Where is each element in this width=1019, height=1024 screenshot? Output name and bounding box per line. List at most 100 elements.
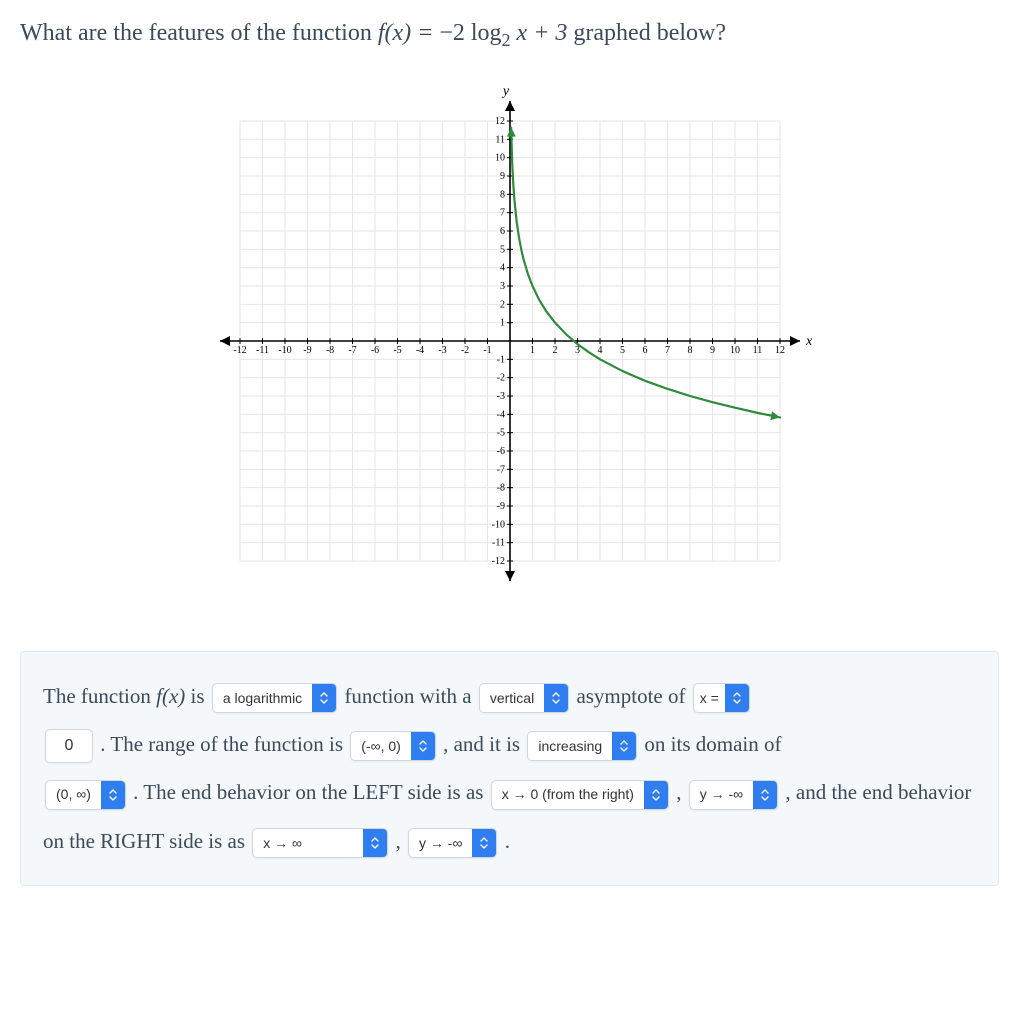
asymptote-value-input[interactable]: 0 (45, 729, 93, 763)
dropdown-label: x → ∞ (253, 829, 363, 857)
svg-text:-10: -10 (278, 345, 291, 356)
function-lhs: f(x) = (378, 20, 440, 46)
dropdown-asymptote-type[interactable]: vertical (479, 683, 569, 713)
svg-text:-2: -2 (460, 345, 468, 356)
svg-text:9: 9 (500, 171, 505, 182)
svg-text:-8: -8 (496, 482, 504, 493)
chevron-updown-icon (312, 684, 336, 712)
svg-text:6: 6 (500, 226, 505, 237)
answer-panel: The function f(x) is a logarithmic funct… (20, 651, 999, 886)
question-suffix: graphed below? (573, 20, 726, 46)
chevron-updown-icon (544, 684, 568, 712)
chevron-updown-icon (411, 732, 435, 760)
function-rhs-a: −2 log (439, 20, 501, 46)
svg-text:4: 4 (500, 262, 505, 273)
svg-text:x: x (805, 334, 813, 349)
svg-text:-1: -1 (496, 354, 504, 365)
text: function with a (344, 684, 476, 708)
chevron-updown-icon (644, 781, 668, 809)
svg-text:-6: -6 (496, 446, 504, 457)
svg-text:6: 6 (642, 345, 647, 356)
dropdown-monotonic[interactable]: increasing (527, 731, 637, 761)
text: asymptote of (576, 684, 690, 708)
text: is (191, 684, 210, 708)
svg-text:-6: -6 (370, 345, 378, 356)
dropdown-left-y[interactable]: y → -∞ (689, 780, 778, 810)
question-prefix: What are the features of the function (20, 20, 378, 46)
svg-text:1: 1 (530, 345, 535, 356)
chevron-updown-icon (472, 829, 496, 857)
svg-text:-4: -4 (415, 345, 423, 356)
text: , and it is (443, 732, 525, 756)
svg-text:4: 4 (597, 345, 602, 356)
svg-text:y: y (500, 84, 509, 99)
svg-text:12: 12 (775, 345, 785, 356)
dropdown-label: x → 0 (from the right) (492, 781, 644, 809)
text: . The range of the function is (100, 732, 348, 756)
dropdown-label: (-∞, 0) (351, 732, 411, 760)
svg-text:7: 7 (500, 207, 505, 218)
svg-text:11: 11 (495, 134, 505, 145)
svg-text:-11: -11 (256, 345, 269, 356)
text: on its domain of (644, 732, 781, 756)
chart-container: xy-12-11-10-9-8-7-6-5-4-3-2-112345678910… (200, 81, 820, 601)
dropdown-asymptote-var[interactable]: x = (693, 683, 750, 713)
svg-text:-7: -7 (348, 345, 356, 356)
dropdown-label: x = (694, 684, 725, 712)
svg-text:7: 7 (665, 345, 670, 356)
dropdown-domain[interactable]: (0, ∞) (45, 780, 126, 810)
svg-text:-11: -11 (492, 537, 505, 548)
svg-text:5: 5 (500, 244, 505, 255)
function-name: f(x) (156, 684, 185, 708)
text: , (676, 780, 687, 804)
dropdown-label: (0, ∞) (46, 781, 101, 809)
svg-text:-10: -10 (491, 519, 504, 530)
dropdown-right-y[interactable]: y → -∞ (408, 828, 497, 858)
svg-text:3: 3 (500, 281, 505, 292)
dropdown-function-type[interactable]: a logarithmic (212, 683, 337, 713)
svg-text:11: 11 (752, 345, 762, 356)
svg-text:-3: -3 (438, 345, 446, 356)
svg-text:-9: -9 (496, 501, 504, 512)
dropdown-label: y → -∞ (409, 829, 472, 857)
svg-text:-7: -7 (496, 464, 504, 475)
svg-text:2: 2 (552, 345, 557, 356)
svg-text:-4: -4 (496, 409, 504, 420)
svg-text:10: 10 (495, 152, 505, 163)
chevron-updown-icon (612, 732, 636, 760)
svg-text:12: 12 (495, 116, 505, 127)
chevron-updown-icon (753, 781, 777, 809)
question-text: What are the features of the function f(… (20, 20, 999, 51)
svg-text:-3: -3 (496, 391, 504, 402)
svg-text:5: 5 (620, 345, 625, 356)
dropdown-label: vertical (480, 684, 544, 712)
svg-text:-1: -1 (483, 345, 491, 356)
svg-text:-2: -2 (496, 372, 504, 383)
chevron-updown-icon (725, 684, 749, 712)
dropdown-label: y → -∞ (690, 781, 753, 809)
svg-text:-12: -12 (233, 345, 246, 356)
text: The function (43, 684, 156, 708)
dropdown-left-x[interactable]: x → 0 (from the right) (491, 780, 669, 810)
svg-text:8: 8 (687, 345, 692, 356)
svg-text:10: 10 (730, 345, 740, 356)
svg-text:8: 8 (500, 189, 505, 200)
chevron-updown-icon (363, 829, 387, 857)
dropdown-range[interactable]: (-∞, 0) (350, 731, 436, 761)
svg-text:1: 1 (500, 317, 505, 328)
text: . The end behavior on the LEFT side is a… (133, 780, 489, 804)
dropdown-right-x[interactable]: x → ∞ (252, 828, 388, 858)
svg-text:2: 2 (500, 299, 505, 310)
function-graph: xy-12-11-10-9-8-7-6-5-4-3-2-112345678910… (200, 81, 820, 601)
text: . (505, 829, 510, 853)
svg-text:9: 9 (710, 345, 715, 356)
dropdown-label: increasing (528, 732, 612, 760)
svg-text:-8: -8 (325, 345, 333, 356)
chevron-updown-icon (101, 781, 125, 809)
function-rhs-b: x + 3 (511, 20, 568, 46)
svg-text:-5: -5 (496, 427, 504, 438)
function-sub: 2 (502, 30, 511, 50)
svg-text:-5: -5 (393, 345, 401, 356)
dropdown-label: a logarithmic (213, 684, 312, 712)
text: , (396, 829, 407, 853)
